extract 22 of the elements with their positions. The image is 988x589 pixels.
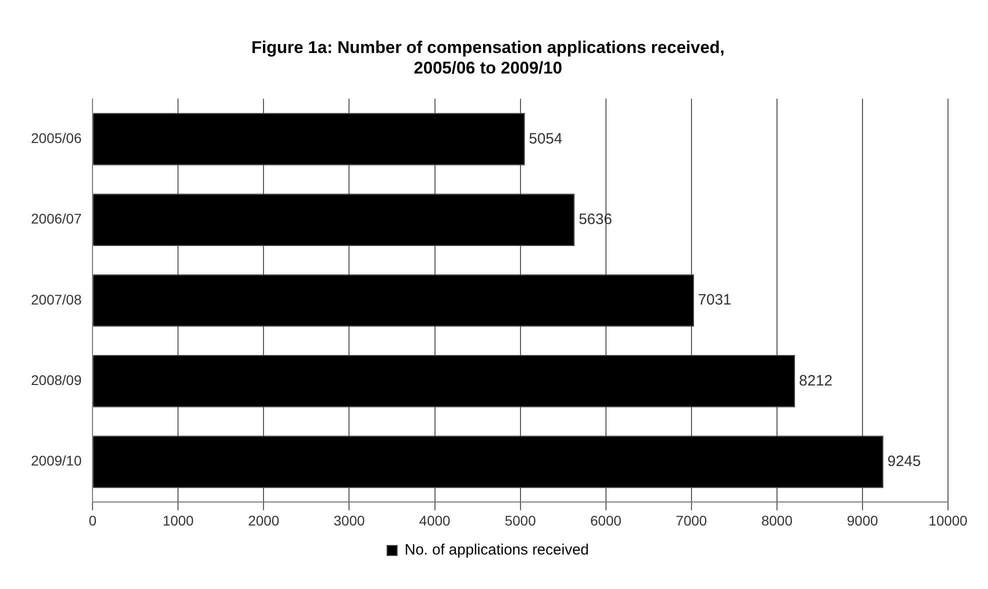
x-tick-label: 5000: [504, 512, 536, 528]
x-tick-label: 2000: [248, 512, 280, 528]
y-tick-label: 2005/06: [30, 130, 82, 146]
legend-label: No. of applications received: [404, 542, 589, 559]
x-tick-label: 3000: [334, 512, 366, 528]
y-tick-label: 2006/07: [30, 210, 82, 227]
x-tick-label: 6000: [590, 512, 622, 528]
x-tick-label: 7000: [676, 512, 708, 528]
x-tick-label: 0: [88, 512, 97, 528]
x-tick-label: 4000: [419, 512, 451, 528]
data-label: 5054: [528, 130, 562, 148]
chart-title: Figure 1a: Number of compensation applications received, 2005/06 to 2009/10: [251, 38, 725, 78]
x-tick-label: 9000: [846, 512, 878, 528]
data-label: 8212: [799, 372, 832, 390]
x-tick-label: 10000: [928, 512, 968, 528]
data-label: 9245: [887, 453, 921, 470]
x-tick-label: 1000: [162, 512, 194, 528]
data-label: 7031: [698, 292, 732, 309]
y-tick-label: 2009/10: [30, 452, 82, 469]
x-tick-label: 8000: [761, 512, 793, 528]
y-tick-label: 2008/09: [30, 372, 82, 388]
y-tick-label: 2007/08: [30, 291, 82, 308]
